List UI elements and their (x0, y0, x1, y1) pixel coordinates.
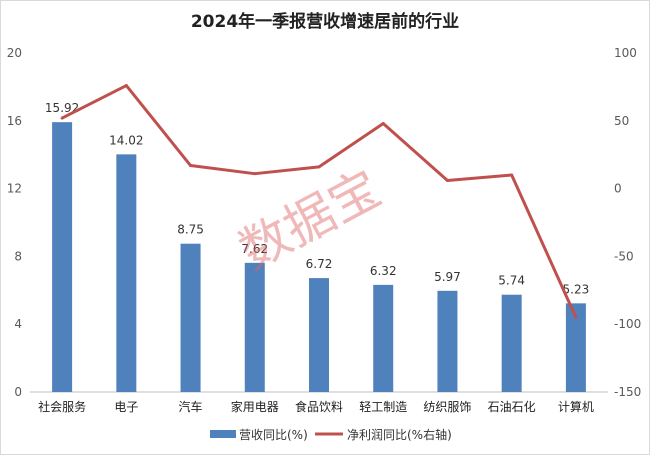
left-tick-label: 8 (14, 249, 22, 263)
bar-value-label: 5.23 (563, 282, 590, 296)
bar-value-label: 6.72 (306, 257, 333, 271)
left-tick-label: 12 (7, 182, 22, 196)
category-label: 石油石化 (488, 400, 536, 414)
bar-value-label: 5.97 (434, 270, 461, 284)
category-label: 食品饮料 (295, 399, 343, 414)
category-label: 家用电器 (231, 399, 279, 414)
legend: 营收同比(%) 净利润同比(%右轴) (210, 427, 452, 442)
bar-value-label: 5.74 (498, 274, 525, 288)
category-label: 计算机 (558, 399, 594, 414)
profit-point (510, 173, 514, 177)
bar-value-label: 8.75 (177, 223, 204, 237)
bar-data-labels: 15.92 14.02 8.75 7.62 6.72 6.32 5.97 5.74 5.23 (45, 101, 589, 296)
profit-point (574, 315, 578, 319)
revenue-bar (373, 284, 394, 392)
category-label: 轻工制造 (359, 400, 407, 414)
legend-bar-swatch (210, 430, 236, 438)
bar-value-label: 15.92 (45, 101, 79, 115)
legend-bar-label: 营收同比(%) (239, 428, 308, 442)
revenue-bar (116, 154, 137, 392)
bar-value-label: 14.02 (109, 133, 143, 147)
right-tick-label: -100 (614, 317, 641, 331)
profit-point (253, 172, 257, 176)
profit-line-series (60, 84, 578, 319)
revenue-bar (244, 262, 265, 392)
right-tick-label: 0 (614, 182, 622, 196)
revenue-bar (52, 122, 73, 392)
profit-point (381, 122, 385, 126)
revenue-bars (52, 122, 586, 392)
category-axis-labels: 社会服务 电子 汽车 家用电器 食品饮料 轻工制造 纺织服饰 石油石化 计算机 (38, 399, 594, 414)
profit-point (317, 165, 321, 169)
right-tick-label: -150 (614, 385, 641, 399)
revenue-bar (309, 278, 329, 392)
category-label: 纺织服饰 (423, 400, 471, 414)
bar-value-label: 6.32 (370, 264, 397, 278)
left-tick-label: 16 (7, 114, 22, 128)
right-tick-label: -50 (614, 249, 634, 263)
chart-title: 2024年一季报营收增速居前的行业 (191, 11, 459, 32)
category-label: 电子 (114, 400, 138, 414)
revenue-bar (501, 294, 522, 392)
left-y-axis: 0 4 8 12 16 20 (7, 46, 22, 399)
revenue-bar (180, 243, 201, 392)
revenue-bar (437, 290, 458, 392)
legend-line-label: 净利润同比(%右轴) (347, 427, 452, 442)
category-label: 社会服务 (38, 399, 86, 414)
left-tick-label: 4 (14, 317, 22, 331)
revenue-bar (565, 303, 586, 392)
profit-point (60, 116, 64, 120)
right-tick-label: 100 (614, 46, 637, 60)
right-tick-label: 50 (614, 114, 629, 128)
profit-point (189, 164, 193, 168)
profit-point (124, 84, 128, 88)
bar-value-label: 7.62 (241, 242, 268, 256)
left-tick-label: 20 (7, 46, 22, 60)
category-label: 汽车 (179, 399, 203, 414)
profit-point (445, 178, 449, 182)
left-tick-label: 0 (14, 385, 22, 399)
right-y-axis: -150 -100 -50 0 50 100 (614, 46, 641, 399)
